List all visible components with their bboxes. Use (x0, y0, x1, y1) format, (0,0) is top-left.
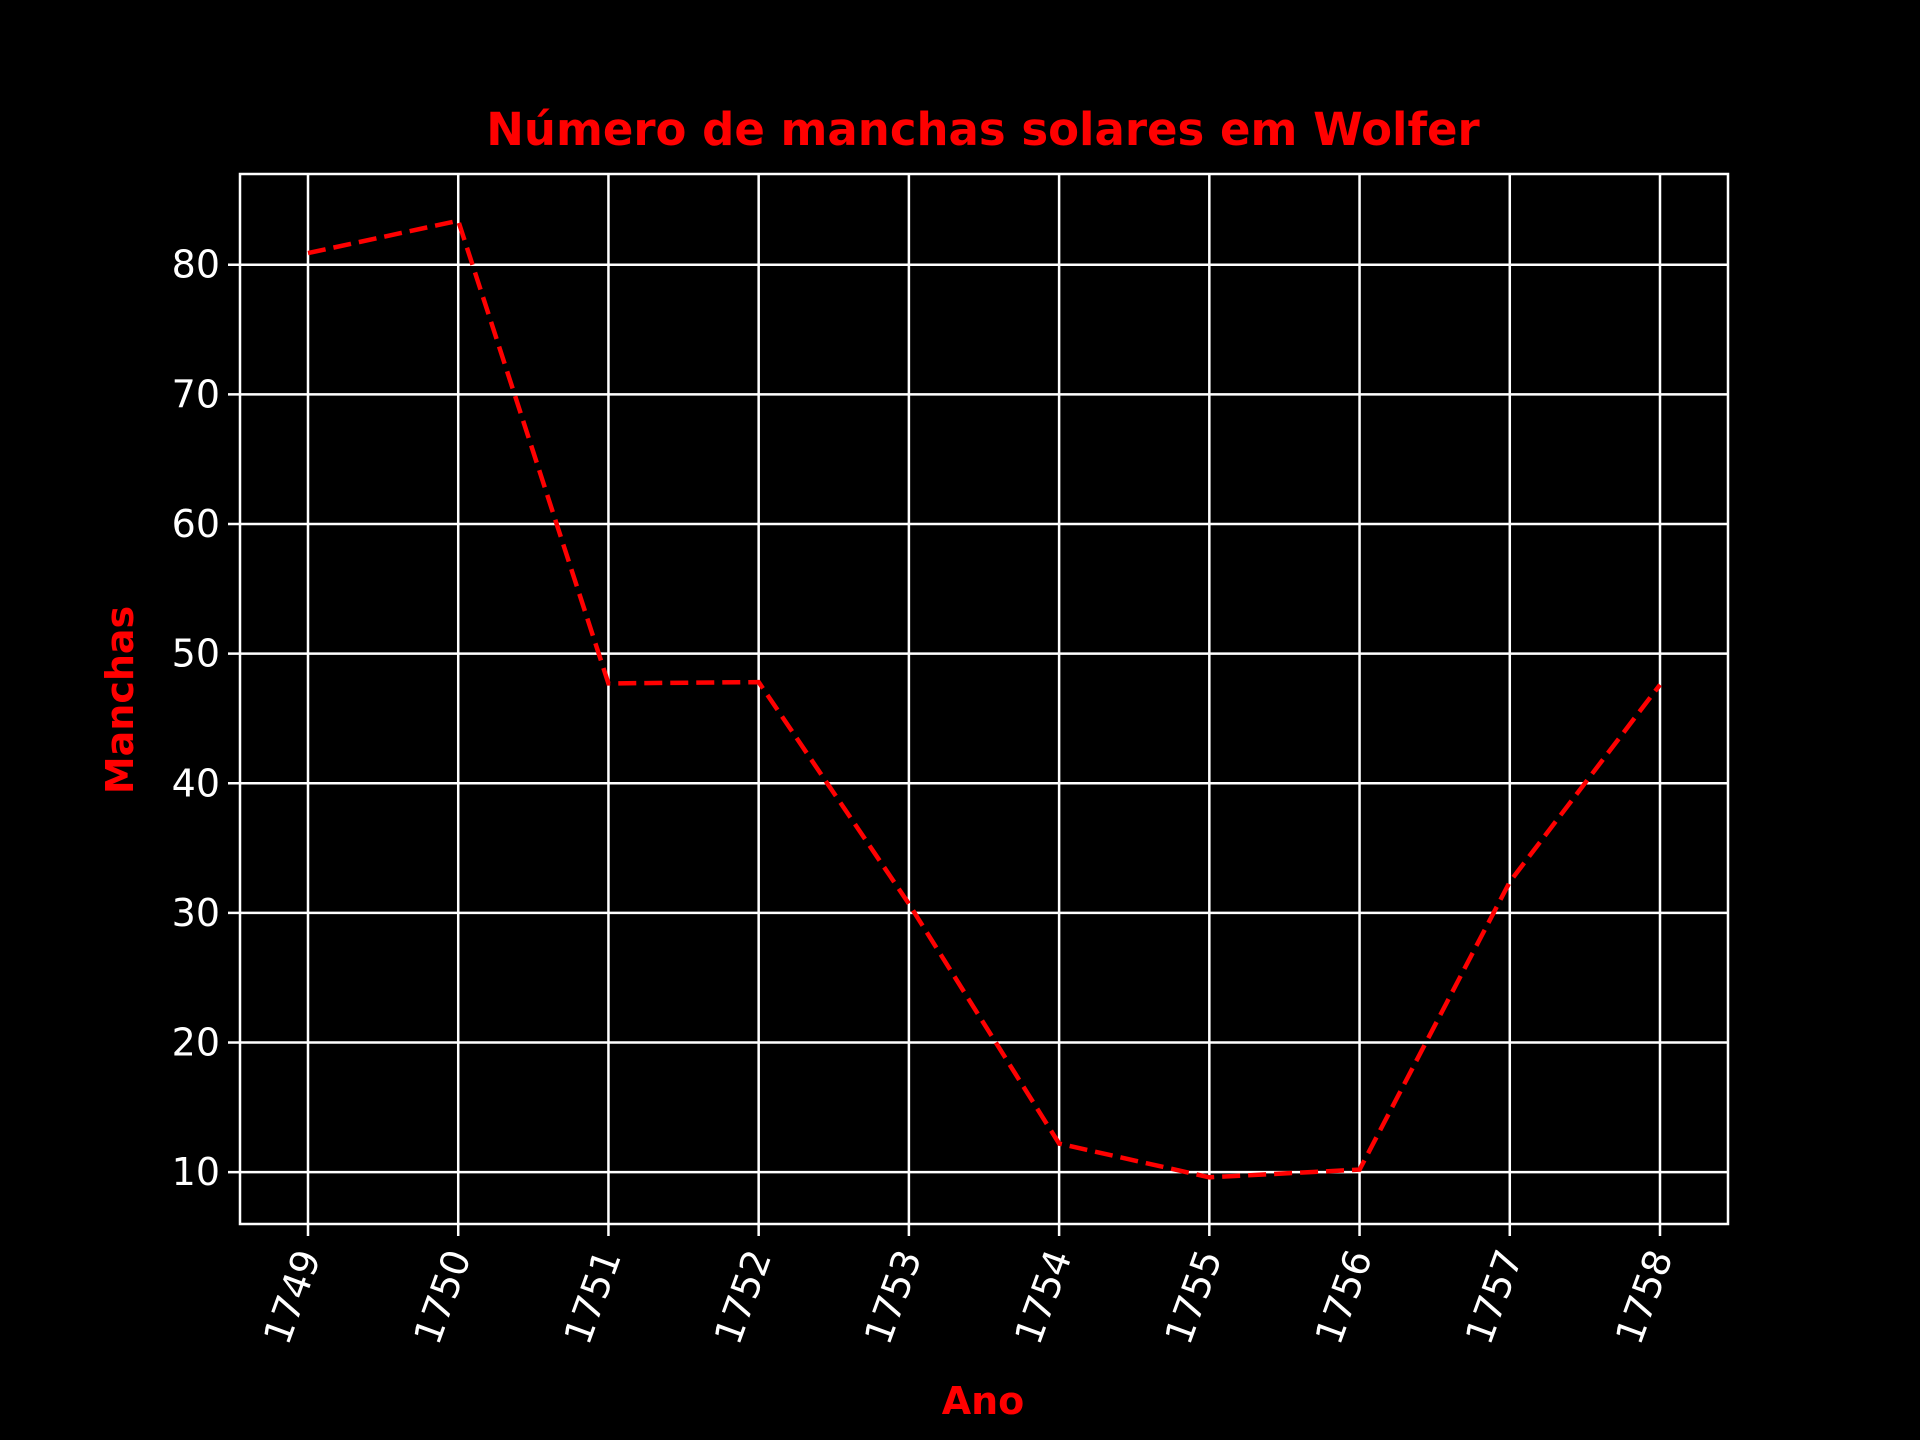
y-tick-label: 20 (172, 1021, 220, 1065)
y-tick-label: 10 (172, 1150, 220, 1194)
y-tick-label: 40 (172, 761, 220, 805)
y-tick-label: 70 (172, 372, 220, 416)
plot-frame (238, 172, 1730, 1226)
chart-title: Número de manchas solares em Wolfer (486, 103, 1480, 156)
y-tick-label: 50 (172, 632, 220, 676)
y-tick-label: 60 (172, 502, 220, 546)
grid (240, 174, 1728, 1224)
y-tick-label: 30 (172, 891, 220, 935)
y-tick-label: 80 (172, 243, 220, 287)
series-line (307, 218, 1662, 1180)
y-axis-label: Manchas (98, 606, 142, 794)
x-axis-label: Ano (942, 1379, 1025, 1423)
series (307, 218, 1662, 1180)
